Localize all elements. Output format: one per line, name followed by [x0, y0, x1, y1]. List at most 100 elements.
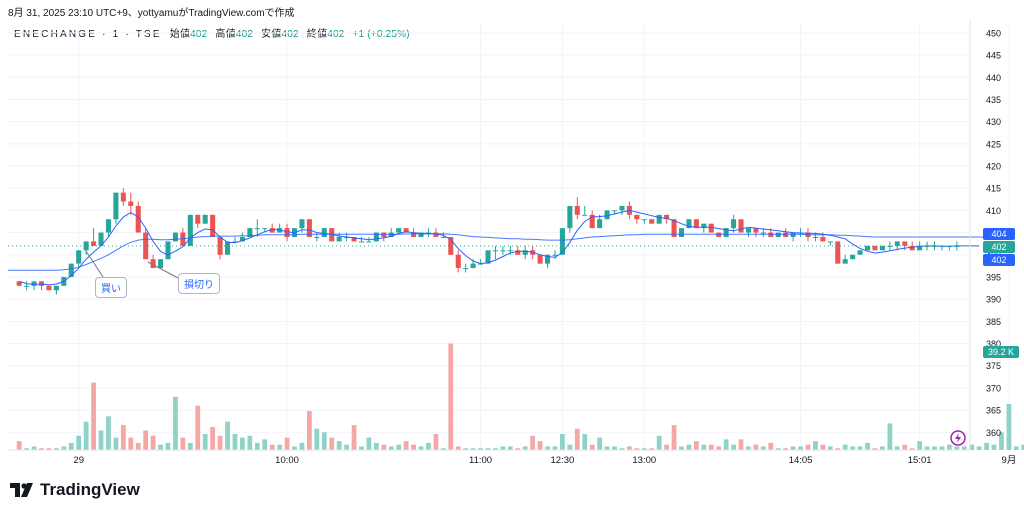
- x-tick-label: 15:01: [908, 455, 932, 466]
- volume-bar: [53, 448, 59, 450]
- volume-bar: [976, 446, 982, 450]
- symbol-name: ENECHANGE · 1 · TSE: [14, 29, 162, 40]
- candle-body: [403, 228, 409, 233]
- candle: [731, 214, 737, 233]
- candle: [812, 232, 818, 242]
- x-tick-label: 13:00: [632, 455, 656, 466]
- candle-body: [225, 241, 231, 255]
- candle: [619, 205, 625, 215]
- candle-body: [31, 281, 37, 286]
- candle-body: [678, 228, 685, 237]
- candle-body: [91, 241, 97, 246]
- volume-bar: [909, 448, 915, 450]
- volume-bar: [597, 437, 603, 450]
- volume-bar: [143, 430, 149, 450]
- buy-pointer-line: [85, 250, 104, 278]
- volume-bar: [24, 448, 29, 450]
- buy-annotation[interactable]: 買い: [95, 277, 127, 298]
- price-chart[interactable]: 3603653703753803853903954004054104154204…: [0, 0, 1024, 470]
- volume-bar: [627, 446, 632, 450]
- candle-body: [872, 245, 878, 251]
- candle: [634, 214, 640, 224]
- low-value: 402: [281, 29, 299, 40]
- y-tick-label: 425: [986, 139, 1001, 149]
- candle-body: [611, 210, 618, 212]
- volume-bar: [128, 437, 134, 450]
- volume-bar: [775, 448, 781, 450]
- candle: [492, 245, 498, 260]
- volume-bar: [619, 448, 625, 450]
- candle-body: [812, 237, 818, 238]
- candle-body: [597, 219, 603, 229]
- volume-bar: [500, 446, 506, 450]
- high-value: 402: [235, 29, 254, 40]
- candle-body: [135, 205, 141, 233]
- volume-bar: [396, 444, 402, 450]
- volume-bar: [262, 439, 268, 450]
- volume-bar: [440, 448, 446, 450]
- candle: [83, 241, 89, 255]
- candle-body: [232, 241, 238, 243]
- volume-bar: [165, 442, 171, 450]
- stop-loss-annotation[interactable]: 損切り: [178, 273, 220, 294]
- candle: [485, 250, 491, 264]
- volume-bar: [515, 448, 521, 450]
- candle: [850, 254, 856, 260]
- candle-body: [738, 219, 744, 233]
- y-tick-label: 435: [986, 95, 1001, 105]
- lightning-icon[interactable]: [950, 430, 966, 446]
- candle-body: [827, 241, 833, 243]
- price-tag-upper: 404: [983, 228, 1015, 240]
- volume-bar: [284, 437, 290, 450]
- candle: [105, 219, 111, 237]
- volume-bar: [120, 425, 126, 450]
- volume-bar: [574, 428, 580, 450]
- candle: [46, 285, 52, 291]
- volume-bar: [664, 444, 669, 450]
- volume-bar: [299, 442, 305, 450]
- candle-body: [820, 237, 826, 242]
- volume-bar: [902, 444, 908, 450]
- volume-bar: [68, 442, 74, 450]
- y-tick-label: 360: [986, 428, 1001, 438]
- close-label: 終値: [306, 29, 328, 40]
- volume-bar: [411, 444, 416, 450]
- volume-bar: [589, 444, 595, 450]
- volume-bar: [91, 382, 96, 450]
- volume-bar: [16, 441, 22, 450]
- candle-body: [120, 192, 126, 202]
- volume-bar: [1021, 444, 1024, 450]
- volume-bar: [842, 444, 848, 450]
- volume-bar: [984, 442, 989, 450]
- volume-bar: [61, 446, 67, 450]
- y-tick-label: 420: [986, 162, 1001, 172]
- candle: [53, 285, 59, 295]
- volume-bar: [455, 446, 461, 450]
- y-tick-label: 445: [986, 51, 1001, 61]
- candle-body: [411, 232, 417, 237]
- candle: [254, 219, 260, 237]
- volume-bar: [180, 437, 186, 450]
- candle-body: [857, 250, 863, 255]
- volume-bar: [381, 444, 387, 450]
- volume-bar: [254, 442, 260, 450]
- tradingview-logo-icon: [10, 483, 33, 497]
- candle-body: [83, 241, 89, 251]
- candle-body: [284, 228, 290, 237]
- candle: [239, 232, 245, 242]
- volume-bar: [351, 425, 357, 450]
- volume-bar: [894, 446, 900, 450]
- candle: [113, 192, 119, 224]
- candle-body: [522, 250, 528, 255]
- candle: [143, 228, 149, 260]
- price-tag-middle: 402: [983, 241, 1015, 253]
- volume-bar: [210, 426, 216, 450]
- candle: [879, 245, 885, 251]
- high-label: 高値: [215, 29, 236, 40]
- candle: [701, 223, 707, 233]
- volume-bar: [545, 446, 550, 450]
- volume-bar: [932, 446, 937, 450]
- volume-bar: [582, 434, 588, 450]
- y-tick-label: 385: [986, 317, 1001, 327]
- volume-bar: [247, 435, 253, 450]
